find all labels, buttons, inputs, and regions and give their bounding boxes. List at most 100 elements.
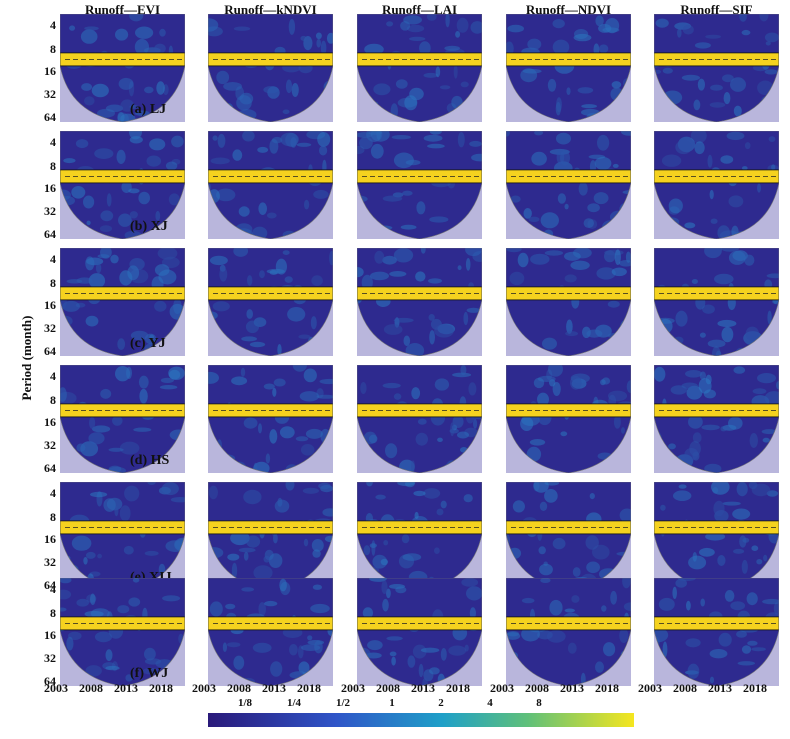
coherence-patch [720,155,734,164]
coherence-patch [757,373,776,384]
coherence-patch [90,491,108,498]
cone-of-influence-line [208,248,333,356]
coherence-patch [382,382,401,389]
coherence-patch [521,597,535,604]
y-tick-label: 16 [44,298,56,313]
coherence-patch [76,277,93,284]
coherence-patch [303,538,309,547]
coherence-patch [607,300,620,308]
cone-of-influence-line [60,131,185,239]
coherence-patch [622,578,631,589]
coherence-patch [158,563,166,575]
coherence-panel [506,248,631,356]
coherence-patch [112,415,123,426]
coherence-patch [450,422,455,437]
coherence-patch [713,500,725,517]
coherence-patch [762,437,770,443]
coherence-patch [473,418,478,429]
coherence-patch [776,381,779,390]
coherence-patch [144,658,162,665]
coherence-patch [523,208,532,219]
coherence-patch [677,578,696,582]
coherence-patch [612,163,619,168]
cone-of-influence-line [357,248,482,356]
coherence-patch [243,489,262,505]
coherence-patch [429,216,449,223]
y-tick-label: 8 [50,275,56,290]
colorbar-tick-label: 1/8 [237,697,253,709]
coherence-patch [95,263,102,274]
cone-of-influence-line [60,578,185,686]
coherence-patch [693,99,701,111]
coherence-patch [452,415,464,428]
coherence-patch [272,387,277,397]
coherence-patch [677,28,682,38]
coherence-patch [155,210,161,221]
coherence-patch [85,315,99,327]
coherence-patch [464,644,469,652]
coherence-patch [587,203,600,213]
coherence-patch [401,534,410,544]
coherence-patch [118,213,132,227]
coherence-patch [705,532,726,541]
coherence-patch [263,383,275,390]
coherence-patch [86,220,91,226]
y-tick-label: 4 [50,368,56,383]
coherence-patch [444,45,461,51]
coherence-patch [126,366,132,379]
coherence-patch [728,250,746,265]
coherence-patch [544,250,564,256]
coherence-patch [445,14,450,28]
coherence-patch [512,500,525,513]
coherence-patch [556,97,562,113]
coherence-patch [741,559,748,574]
coherence-patch [762,598,779,605]
coherence-patch [243,417,258,429]
coherence-patch [60,607,67,612]
coherence-patch [711,346,721,356]
coherence-patch [149,138,166,151]
coherence-patch [383,540,389,546]
coherence-patch [685,638,701,648]
y-tick-label: 16 [44,628,56,643]
coherence-patch [613,415,621,429]
coherence-patch [598,44,609,53]
y-tick-label: 8 [50,158,56,173]
coherence-patch [614,249,621,265]
coherence-patch [208,485,218,500]
coherence-patch [362,607,374,619]
coherence-patch [736,630,747,638]
coherence-patch [702,304,715,314]
coherence-patch [395,79,408,89]
coherence-patch [741,29,751,36]
coherence-patch [293,671,303,676]
coherence-patch [577,87,594,94]
coherence-patch [581,104,597,109]
coherence-patch [409,36,426,41]
coherence-patch [364,43,384,55]
coherence-patch [668,198,683,214]
coherence-patch [138,375,149,389]
coherence-patch [506,41,514,56]
x-tick-label: 2013 [262,681,286,695]
coherence-patch [310,316,317,330]
cone-of-influence-line [208,365,333,473]
coherence-patch [759,14,769,22]
coherence-patch [457,132,465,148]
coherence-patch [97,553,102,559]
y-tick-label: 32 [44,203,56,218]
coherence-patch [700,598,705,607]
coherence-patch [765,41,771,46]
coherence-panel [208,365,333,473]
coherence-patch [316,38,321,48]
coherence-patch [675,140,692,155]
coherence-panel [208,14,333,122]
coherence-patch [222,642,227,652]
coherence-patch [99,225,113,232]
coherence-panel [654,131,779,239]
coherence-patch [389,651,397,657]
coherence-patch [128,597,141,607]
coherence-patch [546,630,566,643]
cone-of-influence-line [357,131,482,239]
coherence-patch [465,258,471,271]
